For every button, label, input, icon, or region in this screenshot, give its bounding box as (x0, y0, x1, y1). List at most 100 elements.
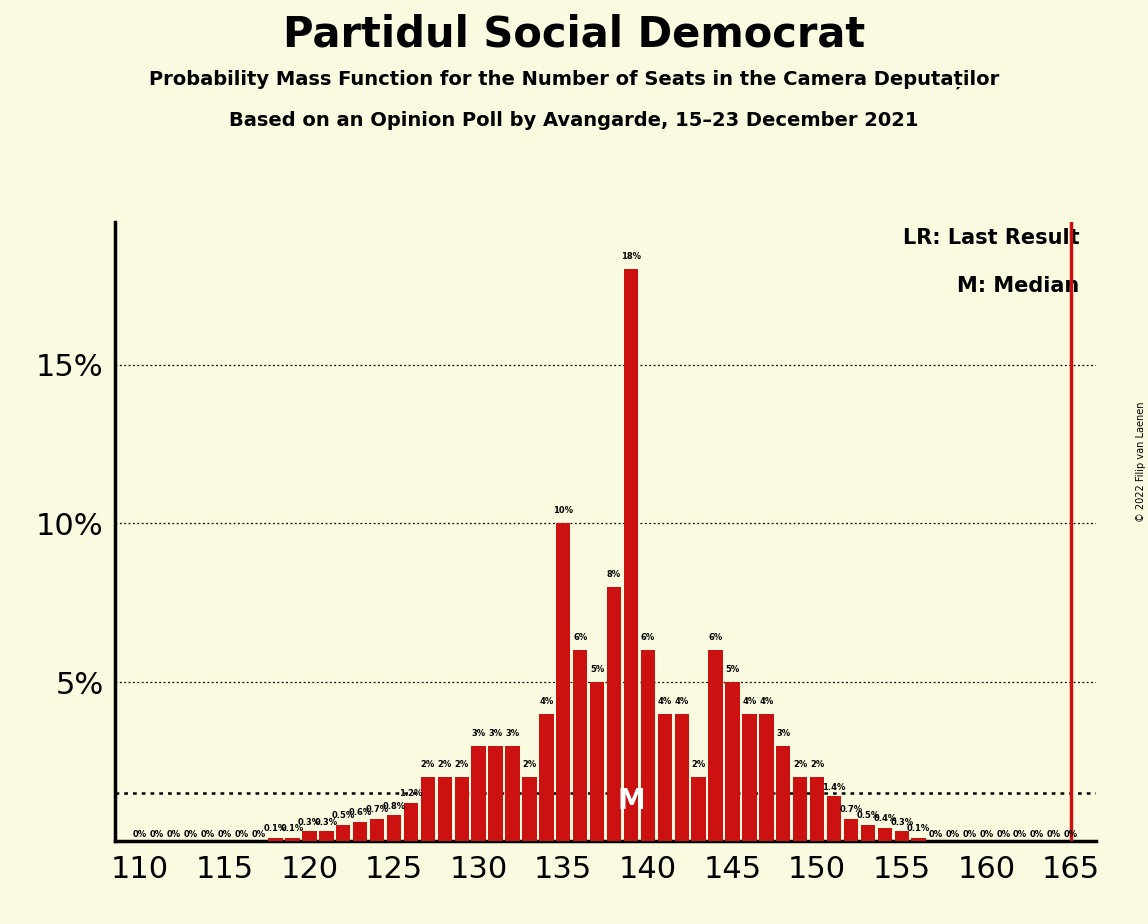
Text: 3%: 3% (472, 729, 486, 737)
Text: 0%: 0% (150, 831, 164, 839)
Bar (894, 832, 909, 841)
Text: 0%: 0% (218, 831, 232, 839)
Bar (387, 816, 401, 841)
Text: 0%: 0% (201, 831, 215, 839)
Bar (302, 832, 317, 841)
Text: M: Median: M: Median (957, 275, 1079, 296)
Bar (658, 714, 672, 841)
Text: 6%: 6% (573, 634, 588, 642)
Text: Partidul Social Democrat: Partidul Social Democrat (282, 14, 866, 55)
Bar (827, 796, 841, 841)
Bar (776, 746, 791, 841)
Text: 0.6%: 0.6% (349, 808, 372, 817)
Text: 1.2%: 1.2% (400, 789, 422, 798)
Text: 3%: 3% (505, 729, 520, 737)
Text: 0.8%: 0.8% (382, 802, 405, 810)
Text: 6%: 6% (708, 634, 723, 642)
Text: 3%: 3% (776, 729, 790, 737)
Bar (877, 828, 892, 841)
Text: 5%: 5% (590, 665, 604, 675)
Text: LR: Last Result: LR: Last Result (902, 228, 1079, 249)
Text: 4%: 4% (743, 697, 757, 706)
Bar (691, 777, 706, 841)
Bar (810, 777, 824, 841)
Bar (641, 650, 656, 841)
Text: 0%: 0% (946, 831, 960, 839)
Text: 2%: 2% (793, 760, 807, 770)
Bar (455, 777, 468, 841)
Text: Probability Mass Function for the Number of Seats in the Camera Deputaților: Probability Mass Function for the Number… (149, 69, 999, 89)
Text: 6%: 6% (641, 634, 656, 642)
Bar (726, 682, 739, 841)
Text: 0%: 0% (133, 831, 147, 839)
Text: 2%: 2% (522, 760, 536, 770)
Text: 0%: 0% (1014, 831, 1027, 839)
Text: 2%: 2% (455, 760, 468, 770)
Text: 3%: 3% (489, 729, 503, 737)
Bar (370, 819, 385, 841)
Bar (675, 714, 689, 841)
Bar (404, 803, 418, 841)
Text: 0%: 0% (166, 831, 181, 839)
Text: © 2022 Filip van Laenen: © 2022 Filip van Laenen (1135, 402, 1146, 522)
Text: 0.7%: 0.7% (839, 805, 862, 814)
Text: 8%: 8% (607, 570, 621, 579)
Text: 0%: 0% (979, 831, 993, 839)
Text: 4%: 4% (675, 697, 689, 706)
Bar (269, 838, 282, 841)
Bar (488, 746, 503, 841)
Bar (286, 838, 300, 841)
Bar (573, 650, 588, 841)
Text: 2%: 2% (437, 760, 452, 770)
Bar (912, 838, 925, 841)
Text: 0.1%: 0.1% (264, 824, 287, 833)
Text: 0.4%: 0.4% (874, 814, 897, 823)
Text: 0%: 0% (962, 831, 977, 839)
Text: 0%: 0% (1064, 831, 1078, 839)
Text: 0%: 0% (929, 831, 943, 839)
Bar (556, 523, 571, 841)
Text: 0.3%: 0.3% (297, 818, 321, 827)
Text: 0%: 0% (996, 831, 1010, 839)
Text: 2%: 2% (421, 760, 435, 770)
Text: 18%: 18% (621, 252, 641, 261)
Text: 0.1%: 0.1% (907, 824, 930, 833)
Text: 0.5%: 0.5% (332, 811, 355, 821)
Bar (522, 777, 536, 841)
Text: 1.4%: 1.4% (822, 783, 846, 792)
Bar (844, 819, 859, 841)
Text: 4%: 4% (658, 697, 672, 706)
Text: 0.3%: 0.3% (315, 818, 338, 827)
Text: Based on an Opinion Poll by Avangarde, 15–23 December 2021: Based on an Opinion Poll by Avangarde, 1… (230, 111, 918, 130)
Bar (540, 714, 553, 841)
Bar (623, 270, 638, 841)
Text: 0%: 0% (184, 831, 197, 839)
Bar (743, 714, 757, 841)
Bar (336, 825, 350, 841)
Text: 0.3%: 0.3% (890, 818, 914, 827)
Bar (352, 821, 367, 841)
Bar (759, 714, 774, 841)
Bar (607, 587, 621, 841)
Text: 4%: 4% (759, 697, 774, 706)
Text: 0.7%: 0.7% (365, 805, 389, 814)
Text: 0%: 0% (1047, 831, 1061, 839)
Text: 0%: 0% (1030, 831, 1045, 839)
Text: 5%: 5% (726, 665, 739, 675)
Bar (420, 777, 435, 841)
Text: 0.1%: 0.1% (281, 824, 304, 833)
Bar (319, 832, 334, 841)
Bar (472, 746, 486, 841)
Bar (861, 825, 875, 841)
Text: 0%: 0% (251, 831, 265, 839)
Text: 0%: 0% (234, 831, 249, 839)
Text: 0.5%: 0.5% (856, 811, 879, 821)
Bar (708, 650, 723, 841)
Text: 2%: 2% (691, 760, 706, 770)
Bar (793, 777, 807, 841)
Text: 10%: 10% (553, 506, 573, 516)
Text: 2%: 2% (810, 760, 824, 770)
Text: M: M (618, 787, 645, 816)
Bar (590, 682, 604, 841)
Bar (505, 746, 520, 841)
